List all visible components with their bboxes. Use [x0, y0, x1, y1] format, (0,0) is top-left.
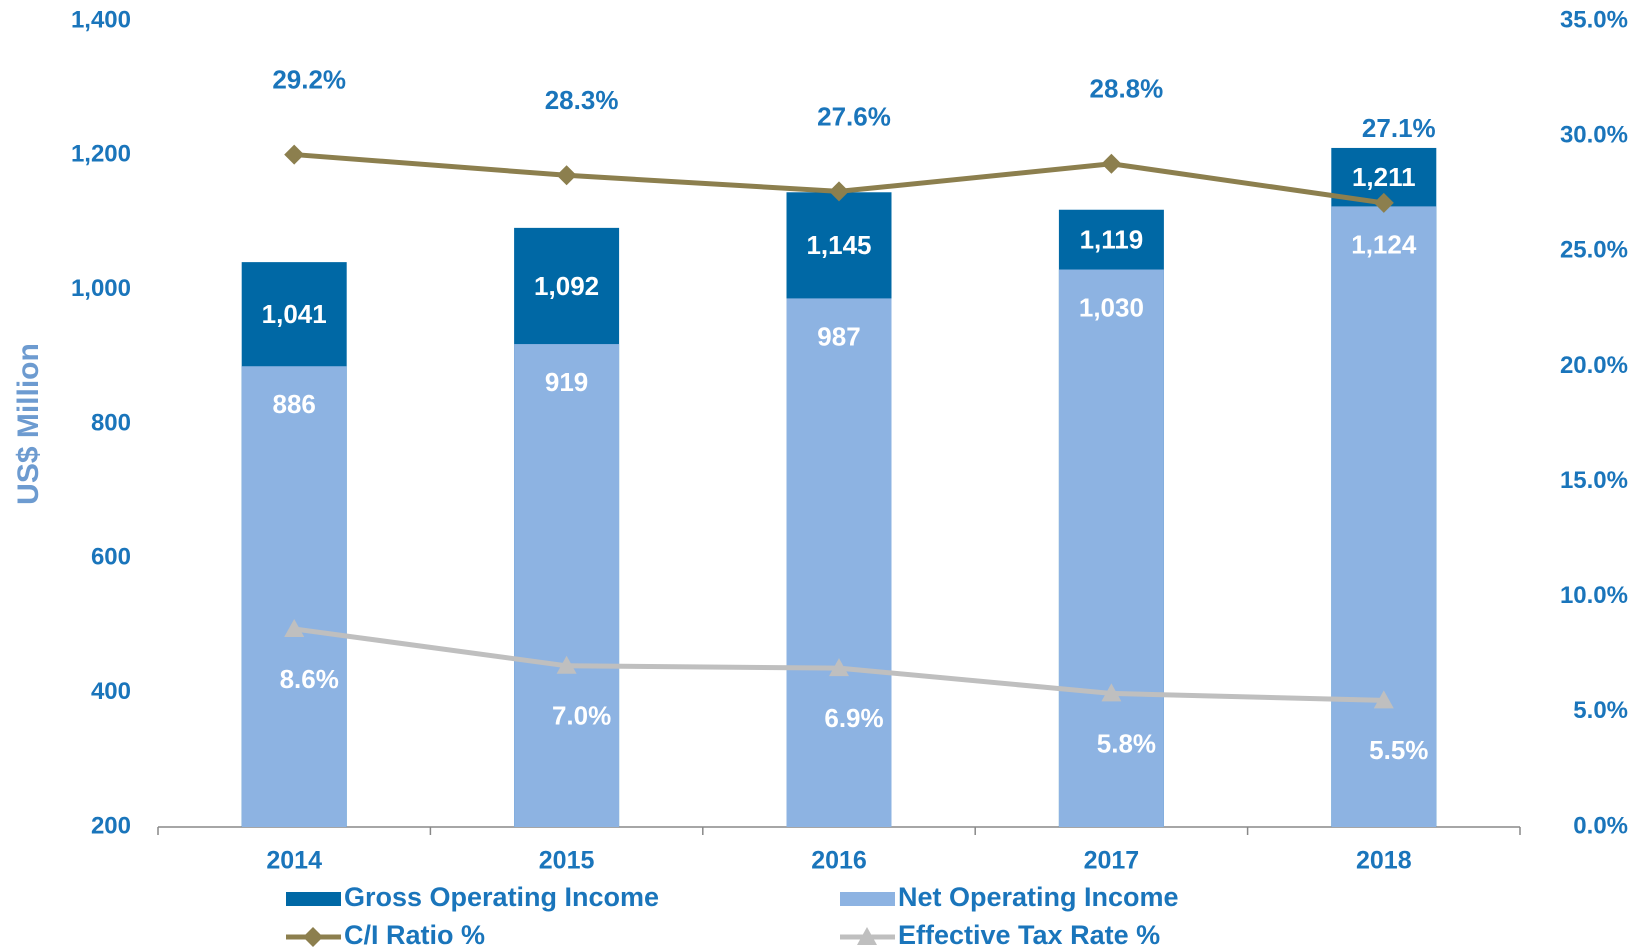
- point: [1101, 154, 1121, 174]
- legend-swatch: [286, 892, 341, 906]
- value-label: 1,092: [534, 271, 599, 301]
- y-tick-label: 1,000: [71, 275, 131, 302]
- point: [557, 165, 577, 185]
- value-label: 1,211: [1352, 162, 1416, 192]
- value-label: 1,030: [1079, 292, 1144, 322]
- y2-tick-label: 15.0%: [1560, 467, 1628, 494]
- x-tick-label: 2015: [539, 847, 595, 875]
- value-label: 5.8%: [1097, 728, 1156, 758]
- y2-tick-label: 25.0%: [1560, 237, 1628, 264]
- value-label: 1,124: [1351, 229, 1417, 259]
- y2-tick-label: 30.0%: [1560, 121, 1628, 148]
- y2-tick-label: 0.0%: [1573, 812, 1628, 839]
- bar: [787, 298, 892, 827]
- y-tick-label: 800: [91, 409, 131, 436]
- value-label: 886: [273, 389, 316, 419]
- value-label: 1,145: [806, 230, 871, 260]
- point: [284, 145, 304, 165]
- y2-tick-label: 35.0%: [1560, 6, 1628, 33]
- value-label: 1,041: [262, 299, 327, 329]
- legend-label: Gross Operating Income: [344, 882, 659, 912]
- y-tick-label: 1,200: [71, 141, 131, 168]
- legend-label: C/I Ratio %: [344, 920, 485, 950]
- x-tick-label: 2016: [811, 847, 867, 875]
- value-label: 1,119: [1080, 225, 1144, 255]
- y-tick-label: 600: [91, 544, 131, 571]
- value-label: 7.0%: [552, 701, 611, 731]
- legend-swatch: [840, 892, 895, 906]
- chart: US$ Million 200 400 600 800 1,000 1,200 1,400 0…: [0, 0, 1647, 952]
- bar: [242, 366, 347, 827]
- y-tick-label: 200: [91, 812, 131, 839]
- value-label: 28.8%: [1090, 74, 1164, 104]
- y2-tick-label: 5.0%: [1573, 697, 1628, 724]
- bar: [1331, 206, 1436, 827]
- bar: [514, 344, 619, 827]
- legend-label: Net Operating Income: [898, 882, 1179, 912]
- value-label: 27.1%: [1362, 113, 1436, 143]
- x-tick-label: 2014: [266, 847, 322, 875]
- y2-tick-label: 10.0%: [1560, 582, 1628, 609]
- x-tick-label: 2017: [1084, 847, 1140, 875]
- y-tick-label: 1,400: [71, 6, 131, 33]
- value-label: 6.9%: [824, 703, 883, 733]
- value-label: 919: [545, 367, 588, 397]
- value-label: 29.2%: [272, 64, 346, 94]
- legend-marker: [303, 927, 323, 947]
- y-axis-title: US$ Million: [12, 343, 45, 505]
- value-label: 27.6%: [817, 101, 891, 131]
- y-tick-label: 400: [91, 678, 131, 705]
- value-label: 5.5%: [1369, 735, 1428, 765]
- value-label: 28.3%: [545, 85, 619, 115]
- x-tick-label: 2018: [1356, 847, 1412, 875]
- y2-tick-label: 20.0%: [1560, 352, 1628, 379]
- value-label: 8.6%: [280, 664, 339, 694]
- legend-label: Effective Tax Rate %: [898, 920, 1160, 950]
- value-label: 987: [817, 321, 860, 351]
